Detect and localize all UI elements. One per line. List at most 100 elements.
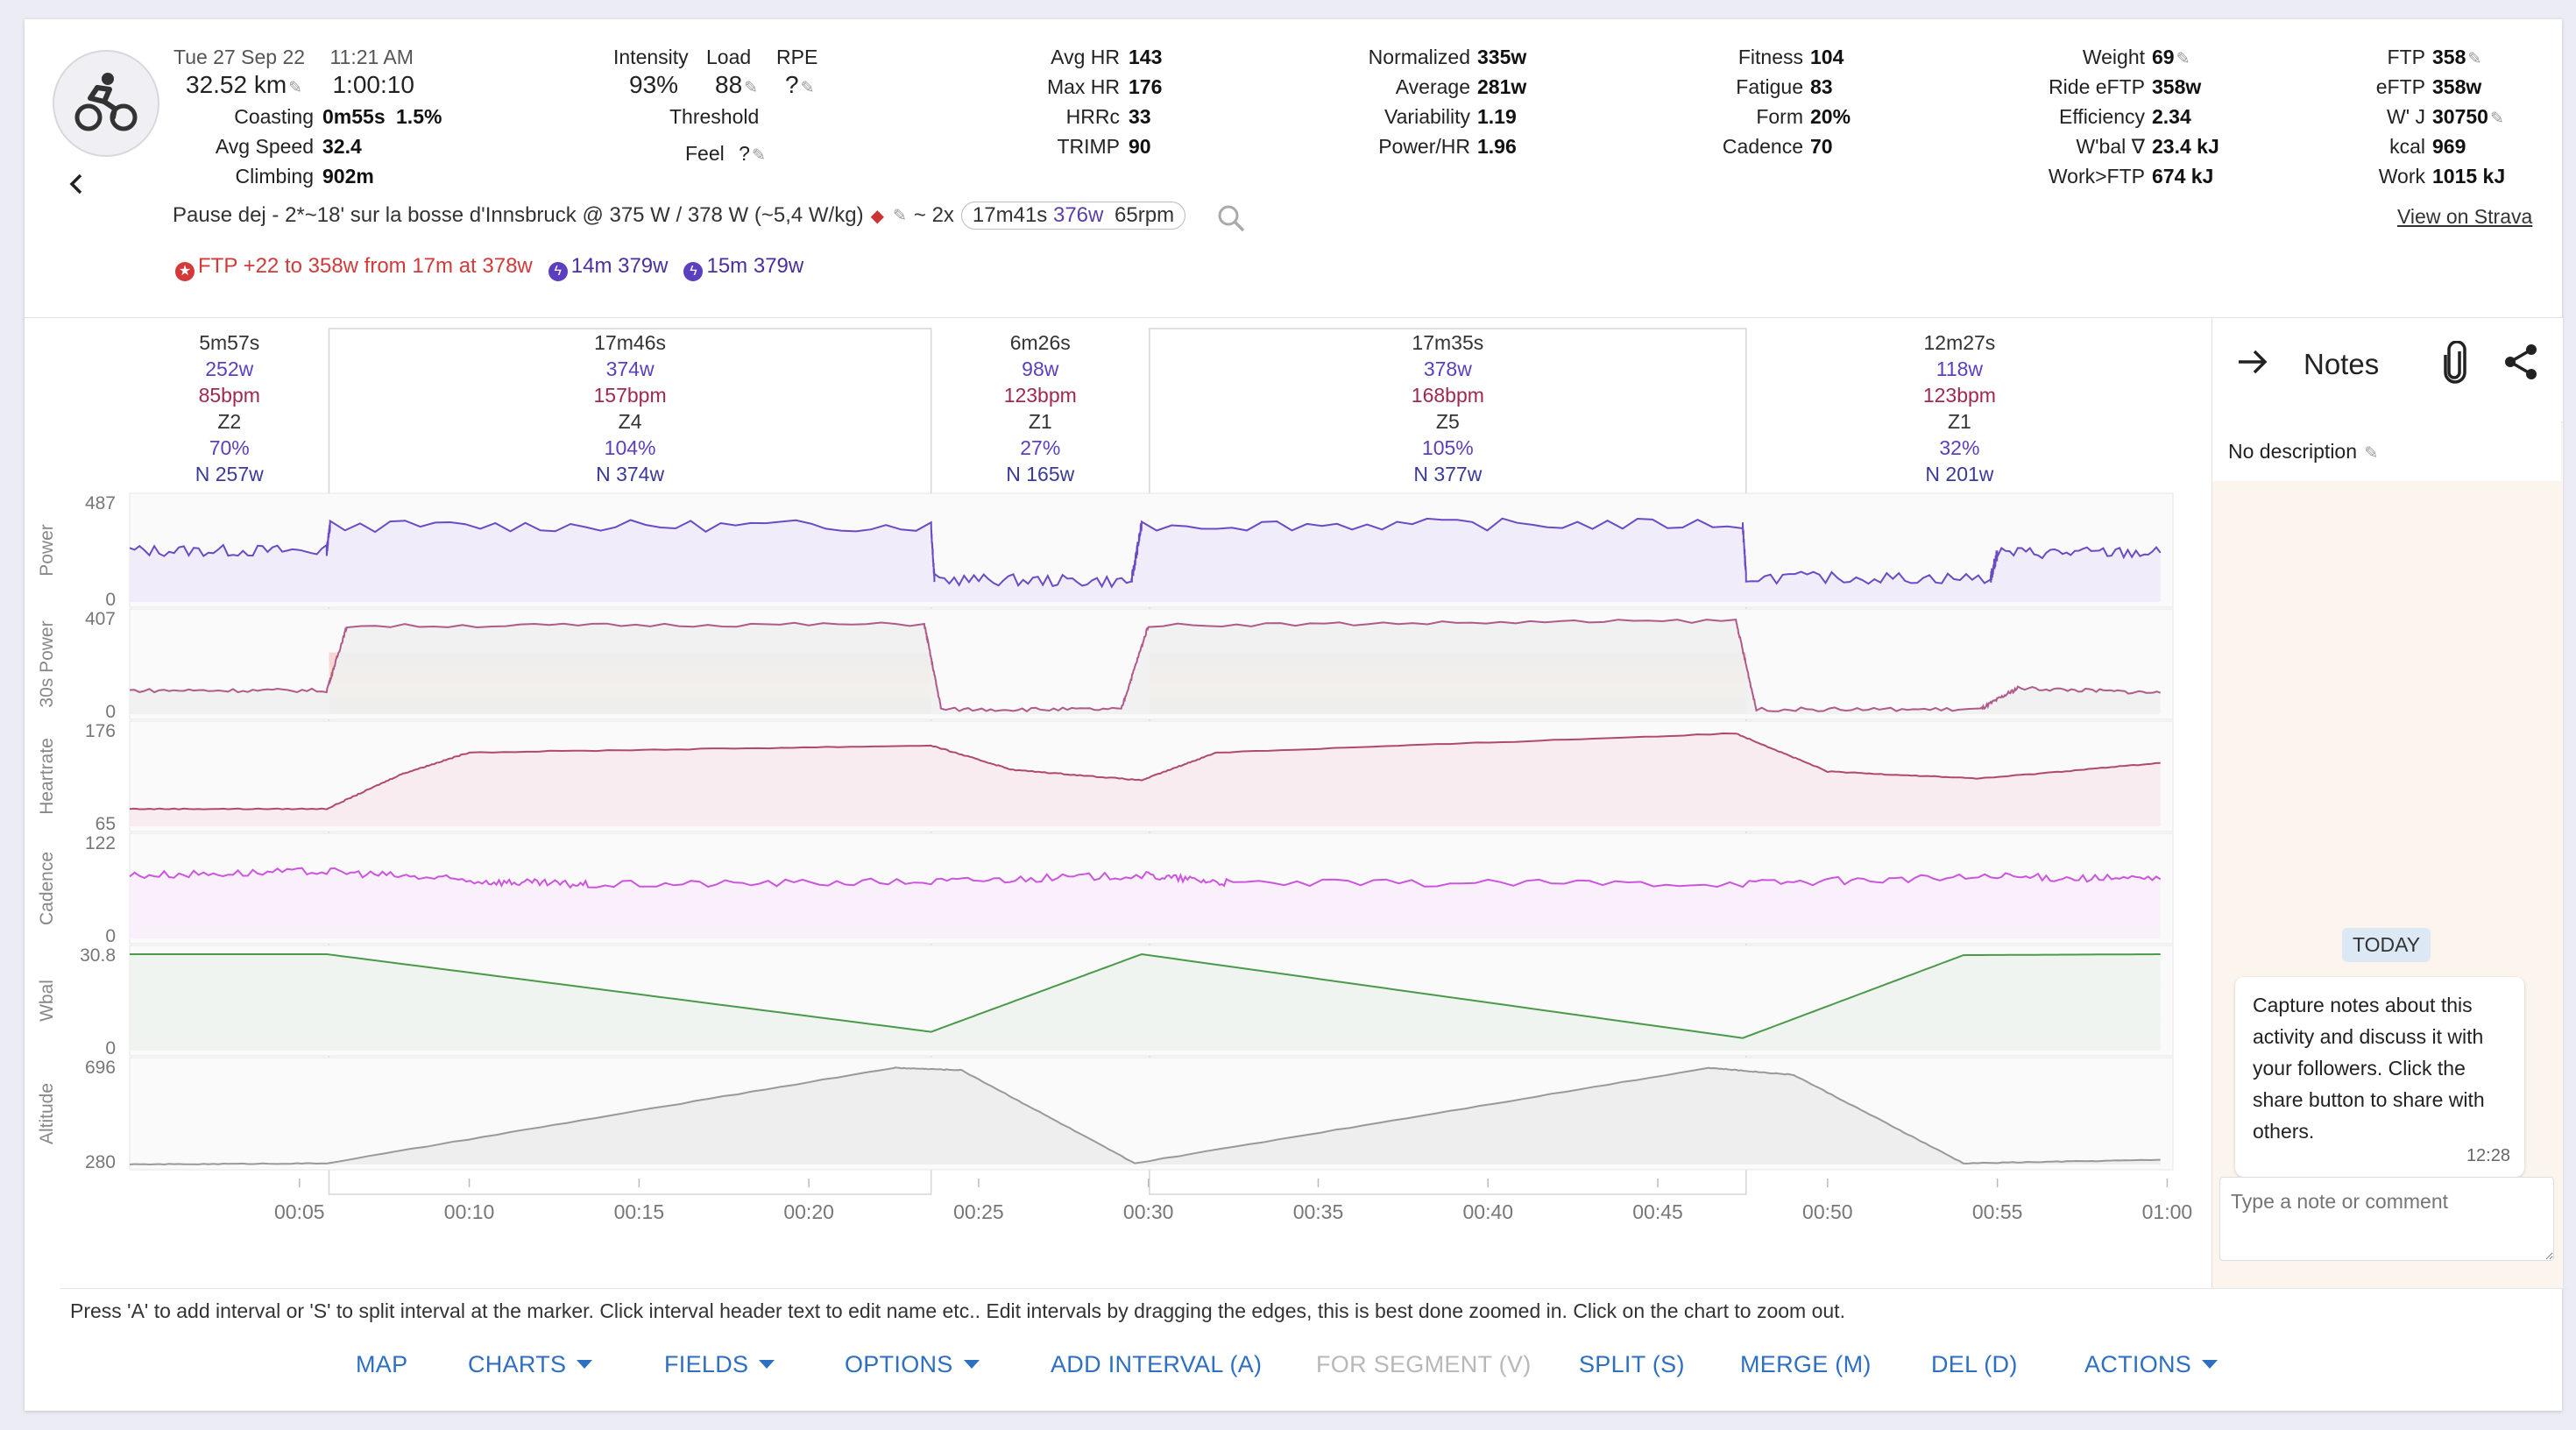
- y-tick-label: 176: [85, 721, 116, 741]
- arrow-right-icon[interactable]: [2235, 344, 2270, 388]
- interval-np: N 374w: [596, 463, 664, 485]
- avg-speed-label: Avg Speed: [215, 135, 314, 158]
- work-value: 1015 kJ: [2432, 165, 2506, 188]
- chevron-down-icon: [2202, 1360, 2219, 1369]
- merge-button[interactable]: MERGE (M): [1740, 1351, 1872, 1377]
- split-button[interactable]: SPLIT (S): [1579, 1351, 1685, 1377]
- efficiency-label: Efficiency: [2058, 105, 2145, 128]
- series-line-altitude[interactable]: [129, 1066, 2161, 1166]
- no-description[interactable]: No description ✎: [2212, 421, 2561, 481]
- description-text[interactable]: Pause dej - 2*~18' sur la bosse d'Innsbr…: [173, 203, 864, 227]
- pencil-icon[interactable]: ✎: [2467, 50, 2482, 68]
- interval-match-chip[interactable]: 17m41s 376w 65rpm: [960, 202, 1186, 230]
- interval-pct: 104%: [605, 436, 656, 459]
- view-on-strava-link[interactable]: View on Strava: [2397, 205, 2533, 228]
- note-input[interactable]: [2219, 1177, 2554, 1261]
- y-tick-label: 0: [105, 1038, 116, 1058]
- best-effort-1: 14m 379w: [570, 254, 669, 278]
- ftp-badge[interactable]: ★ FTP +22 to 358w from 17m at 378w: [175, 254, 533, 281]
- series-line-30s-power[interactable]: [129, 619, 2162, 713]
- chevron-left-icon[interactable]: [63, 170, 91, 198]
- activity-description: Pause dej - 2*~18' sur la bosse d'Innsbr…: [173, 202, 1186, 230]
- pencil-icon[interactable]: ✎: [744, 79, 759, 97]
- bolt-icon: ϟ: [683, 262, 704, 281]
- ftp-badge-text: FTP +22 to 358w from 17m at 378w: [198, 254, 533, 278]
- average-label: Average: [1395, 75, 1470, 98]
- delete-button[interactable]: DEL (D): [1931, 1351, 2018, 1377]
- interval-power: 118w: [1936, 358, 1984, 380]
- note-message-text: Capture notes about this activity and di…: [2253, 994, 2485, 1143]
- no-description-text: No description: [2228, 440, 2358, 463]
- climbing-label: Climbing: [235, 165, 314, 188]
- today-divider: TODAY: [2342, 928, 2431, 962]
- map-button[interactable]: MAP: [356, 1351, 408, 1377]
- max-hr-label: Max HR: [1046, 75, 1120, 98]
- x-tick-label: 00:30: [1123, 1200, 1174, 1223]
- rpe-value[interactable]: ?: [785, 71, 799, 98]
- wbal-label: W'bal ∇: [2076, 135, 2145, 158]
- climbing-value: 902m: [322, 165, 374, 188]
- best-effort-badge[interactable]: ϟ 14m 379w: [548, 254, 669, 281]
- fields-button[interactable]: FIELDS: [664, 1351, 775, 1378]
- note-message: Capture notes about this activity and di…: [2235, 977, 2524, 1177]
- interval-np: N 377w: [1413, 463, 1482, 485]
- chevron-down-icon: [577, 1360, 593, 1369]
- actions-button[interactable]: ACTIONS: [2084, 1351, 2219, 1378]
- series-area-wbal: [130, 954, 2161, 1051]
- pencil-icon[interactable]: ✎: [288, 79, 303, 97]
- distance-duration: 32.52 km ✎ 1:00:10: [186, 70, 414, 103]
- search-icon[interactable]: [1216, 203, 1246, 240]
- ride-eftp-value: 358w: [2152, 75, 2202, 98]
- tag-icon: ◆: [870, 206, 884, 226]
- distance-value: 32.52 km: [186, 71, 287, 98]
- add-interval-button[interactable]: ADD INTERVAL (A): [1051, 1351, 1263, 1377]
- intensity-value: 93%: [629, 71, 679, 98]
- y-tick-label: 0: [105, 590, 116, 610]
- pencil-icon[interactable]: ✎: [2489, 110, 2504, 128]
- pencil-icon[interactable]: ✎: [892, 206, 907, 225]
- pencil-icon[interactable]: ✎: [2176, 50, 2190, 68]
- feel-value[interactable]: ?: [739, 142, 750, 165]
- options-button[interactable]: OPTIONS: [845, 1351, 980, 1378]
- activity-card: Tue 27 Sep 22 11:21 AM 32.52 km ✎ 1:00:10…: [25, 19, 2567, 1411]
- interval-np: N 257w: [195, 463, 264, 485]
- pencil-icon[interactable]: ✎: [751, 146, 766, 165]
- charts-button[interactable]: CHARTS: [468, 1351, 593, 1378]
- series-line-cadence[interactable]: [129, 867, 2162, 889]
- match-power: 376w: [1052, 203, 1104, 227]
- series-line-wbal[interactable]: [130, 952, 2161, 1039]
- feel-row: Feel ? ✎: [685, 138, 766, 171]
- load-value: 88: [715, 71, 743, 98]
- match-cadence: 65rpm: [1115, 203, 1175, 227]
- intensity-label: Intensity: [613, 46, 689, 68]
- trimp-value: 90: [1129, 135, 1151, 158]
- chart-svg[interactable]: 5m57s 252w 85bpm Z2 70% N 257w 17m46s 374w 157bp…: [25, 318, 2212, 1289]
- series-line-heartrate[interactable]: [129, 732, 2161, 811]
- interval-power: 98w: [1022, 358, 1059, 380]
- form-value: 20%: [1810, 105, 1851, 128]
- x-tick-label: 00:45: [1632, 1200, 1683, 1223]
- activity-chart[interactable]: 5m57s 252w 85bpm Z2 70% N 257w 17m46s 374w 157bp…: [25, 317, 2212, 1289]
- form-label: Form: [1756, 105, 1803, 128]
- pencil-icon[interactable]: ✎: [800, 79, 815, 97]
- series-area-power: [130, 518, 2161, 602]
- variability-label: Variability: [1384, 105, 1470, 128]
- x-tick-label: 01:00: [2142, 1200, 2193, 1223]
- pencil-icon[interactable]: ✎: [2364, 444, 2379, 463]
- variability-value: 1.19: [1477, 105, 1517, 128]
- efficiency-value: 2.34: [2152, 105, 2191, 128]
- share-icon[interactable]: [2502, 343, 2540, 386]
- paperclip-icon[interactable]: [2442, 340, 2468, 389]
- duration-value: 1:00:10: [332, 71, 414, 98]
- coasting-values: 0m55s 1.5%: [322, 102, 442, 131]
- kcal-value: 969: [2432, 135, 2466, 158]
- weight-value: 69: [2152, 46, 2175, 68]
- achievement-badges: ★ FTP +22 to 358w from 17m at 378w ϟ 14m 3…: [175, 254, 803, 281]
- series-line-power[interactable]: [129, 517, 2162, 589]
- interval-pct: 27%: [1020, 436, 1060, 459]
- interval-duration: 17m35s: [1412, 331, 1483, 354]
- chevron-down-icon: [963, 1360, 980, 1369]
- for-segment-button[interactable]: FOR SEGMENT (V): [1316, 1351, 1532, 1377]
- best-effort-badge[interactable]: ϟ 15m 379w: [683, 254, 803, 281]
- options-label: OPTIONS: [845, 1351, 953, 1377]
